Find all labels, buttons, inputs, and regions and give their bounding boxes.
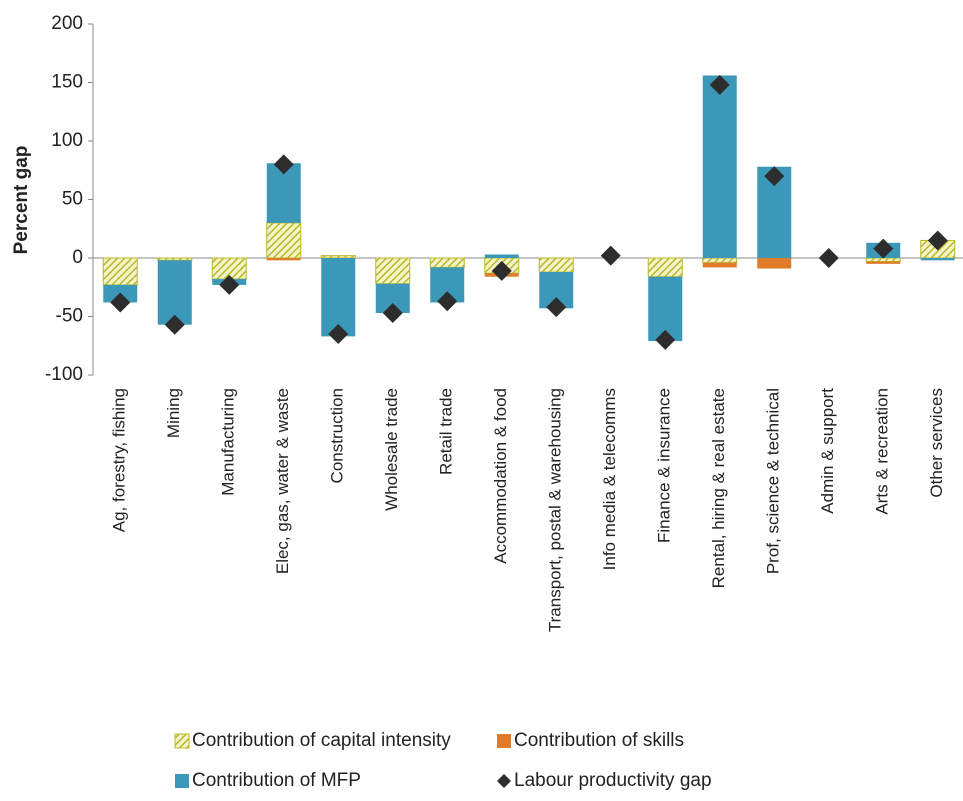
bar — [157, 260, 192, 325]
marker — [491, 260, 512, 281]
x-tick-label: Manufacturing — [219, 388, 238, 496]
marker — [382, 302, 403, 323]
y-tick-label: 200 — [51, 13, 83, 34]
marker — [764, 166, 785, 187]
x-tick-label: Arts & recreation — [873, 388, 892, 515]
bar — [538, 257, 574, 273]
bar — [484, 254, 519, 258]
x-tick-label: Elec, gas, water & waste — [273, 388, 292, 574]
marker — [927, 230, 948, 251]
x-tick-label: Admin & support — [818, 388, 837, 514]
legend-label: Labour productivity gap — [514, 770, 712, 791]
bar — [321, 258, 356, 337]
marker — [110, 292, 131, 313]
marker — [655, 329, 676, 350]
y-tick-label: 0 — [72, 247, 83, 268]
x-tick-label: Finance & insurance — [655, 388, 674, 543]
x-tick-label: Wholesale trade — [382, 388, 401, 511]
bar — [866, 261, 901, 264]
bar — [266, 258, 301, 261]
y-tick-label: -50 — [56, 306, 83, 327]
x-tick-label: Info media & telecomms — [600, 388, 619, 570]
x-tick-label: Transport, postal & warehousing — [546, 388, 565, 632]
bar — [702, 257, 738, 264]
marker — [600, 245, 621, 266]
marker — [546, 297, 567, 318]
bar — [266, 222, 302, 259]
legend-swatch — [174, 733, 190, 749]
x-tick-label: Retail trade — [437, 388, 456, 475]
bar — [429, 257, 465, 268]
y-axis-title: Percent gap — [11, 146, 32, 255]
x-tick-label: Construction — [328, 388, 347, 483]
marker — [164, 314, 185, 335]
legend-swatch — [175, 774, 189, 788]
legend-swatch — [497, 734, 511, 748]
marker — [709, 74, 730, 95]
bar — [157, 257, 193, 261]
bar — [702, 75, 737, 258]
bar — [320, 255, 356, 259]
x-tick-label: Other services — [927, 388, 946, 498]
x-tick-label: Rental, hiring & real estate — [709, 388, 728, 588]
marker — [437, 291, 458, 312]
x-tick-label: Mining — [164, 388, 183, 438]
legend-marker — [497, 774, 511, 788]
marker — [219, 274, 240, 295]
legend-label: Contribution of MFP — [192, 770, 361, 791]
bar — [920, 258, 955, 261]
y-tick-label: -100 — [45, 364, 83, 385]
marker — [328, 324, 349, 345]
bar — [375, 257, 411, 285]
legend-label: Contribution of capital intensity — [192, 730, 451, 751]
bar — [102, 257, 138, 286]
y-tick-label: 150 — [51, 72, 83, 93]
legend-label: Contribution of skills — [514, 730, 684, 751]
marker — [873, 238, 894, 259]
marker — [273, 154, 294, 175]
bar — [757, 258, 792, 269]
y-tick-label: 50 — [62, 189, 83, 210]
y-tick-label: 100 — [51, 130, 83, 151]
x-tick-label: Prof, science & technical — [764, 388, 783, 574]
x-tick-label: Accommodation & food — [491, 388, 510, 564]
bar — [647, 257, 683, 278]
bar — [702, 262, 737, 268]
x-tick-label: Ag, forestry, fishing — [110, 388, 129, 532]
marker — [818, 248, 839, 268]
